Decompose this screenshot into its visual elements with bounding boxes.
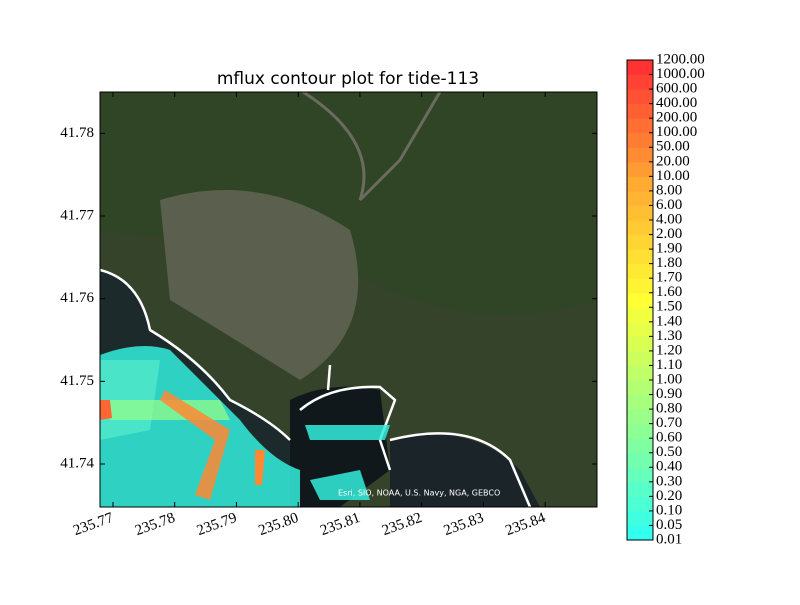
colorbar-band [627,321,653,337]
x-tick-label: 235.82 [380,510,424,539]
colorbar-band [627,147,653,163]
colorbar-band [627,220,653,236]
colorbar-label: 1.90 [656,241,682,257]
colorbar-band [627,292,653,308]
colorbar-label: 1.40 [656,313,682,329]
colorbar-label: 0.30 [656,473,682,489]
x-tick-label: 235.77 [71,510,116,539]
y-tick-label: 41.75 [60,373,94,389]
colorbar-band [627,249,653,265]
colorbar-band [627,380,653,396]
colorbar-band [627,336,653,352]
colorbar-label: 1.70 [656,270,682,286]
x-tick-label: 235.78 [133,510,177,539]
colorbar-band [627,278,653,294]
colorbar-band [627,118,653,134]
axes-frame [99,91,598,508]
colorbar-band [627,510,653,526]
colorbar-band [627,263,653,279]
colorbar-band [627,89,653,105]
colorbar-band [627,132,653,148]
colorbar-label: 100.00 [656,124,697,140]
x-tick-label: 235.79 [195,510,239,539]
colorbar-label: 1.80 [656,255,682,271]
colorbar-band [627,190,653,206]
basemap [100,92,597,507]
colorbar-label: 0.50 [656,444,682,460]
colorbar-label: 0.01 [656,531,682,547]
colorbar-label: 1.60 [656,284,682,300]
x-tick-label: 235.81 [318,510,362,539]
colorbar-label: 6.00 [656,197,682,213]
colorbar-band [627,394,653,410]
colorbar-label: 0.20 [656,488,682,504]
colorbar-label: 0.60 [656,430,682,446]
x-tick-label: 235.80 [256,510,300,539]
colorbar-band [627,176,653,192]
x-tick-label: 235.84 [503,510,548,539]
colorbar-label: 0.40 [656,459,682,475]
attribution: Esri, SIO, NOAA, U.S. Navy, NGA, GEBCO [338,489,500,498]
colorbar-label: 600.00 [656,81,697,97]
colorbar-label: 200.00 [656,110,697,126]
colorbar-label: 1000.00 [656,66,705,82]
colorbar-band [627,161,653,177]
colorbar-label: 1.00 [656,371,682,387]
y-tick-label: 41.78 [60,125,94,141]
chart-title: mflux contour plot for tide-113 [217,69,479,89]
colorbar-label: 1.30 [656,328,682,344]
colorbar-band [627,496,653,512]
colorbar-label: 0.80 [656,401,682,417]
colorbar-band [627,365,653,381]
colorbar-band [627,234,653,250]
colorbar-band [627,74,653,90]
colorbar-band [627,60,653,76]
x-tick-label: 235.83 [442,510,486,539]
colorbar-band [627,350,653,366]
colorbar-band [627,307,653,323]
y-tick-label: 41.77 [60,207,94,223]
colorbar-label: 400.00 [656,95,697,111]
colorbar-frame [626,59,654,541]
colorbar-band [627,205,653,221]
colorbar-label: 20.00 [656,153,690,169]
colorbar-band [627,481,653,497]
colorbar-label: 10.00 [656,168,690,184]
colorbar-label: 50.00 [656,139,690,155]
colorbar-label: 8.00 [656,182,682,198]
colorbar-band [627,409,653,425]
colorbar-label: 0.70 [656,415,682,431]
y-tick-label: 41.74 [60,455,94,471]
colorbar-label: 0.05 [656,517,682,533]
colorbar-band [627,438,653,454]
colorbar-band [627,525,653,541]
colorbar-label: 2.00 [656,226,682,242]
y-tick-label: 41.76 [60,290,94,306]
colorbar-band [627,423,653,439]
colorbar-band [627,452,653,468]
colorbar-label: 1200.00 [656,51,705,67]
colorbar-label: 0.10 [656,502,682,518]
colorbar-band [627,467,653,483]
colorbar-label: 4.00 [656,211,682,227]
colorbar-label: 1.50 [656,299,682,315]
colorbar-label: 1.20 [656,342,682,358]
colorbar-band [627,103,653,119]
colorbar-label: 1.10 [656,357,682,373]
colorbar-label: 0.90 [656,386,682,402]
